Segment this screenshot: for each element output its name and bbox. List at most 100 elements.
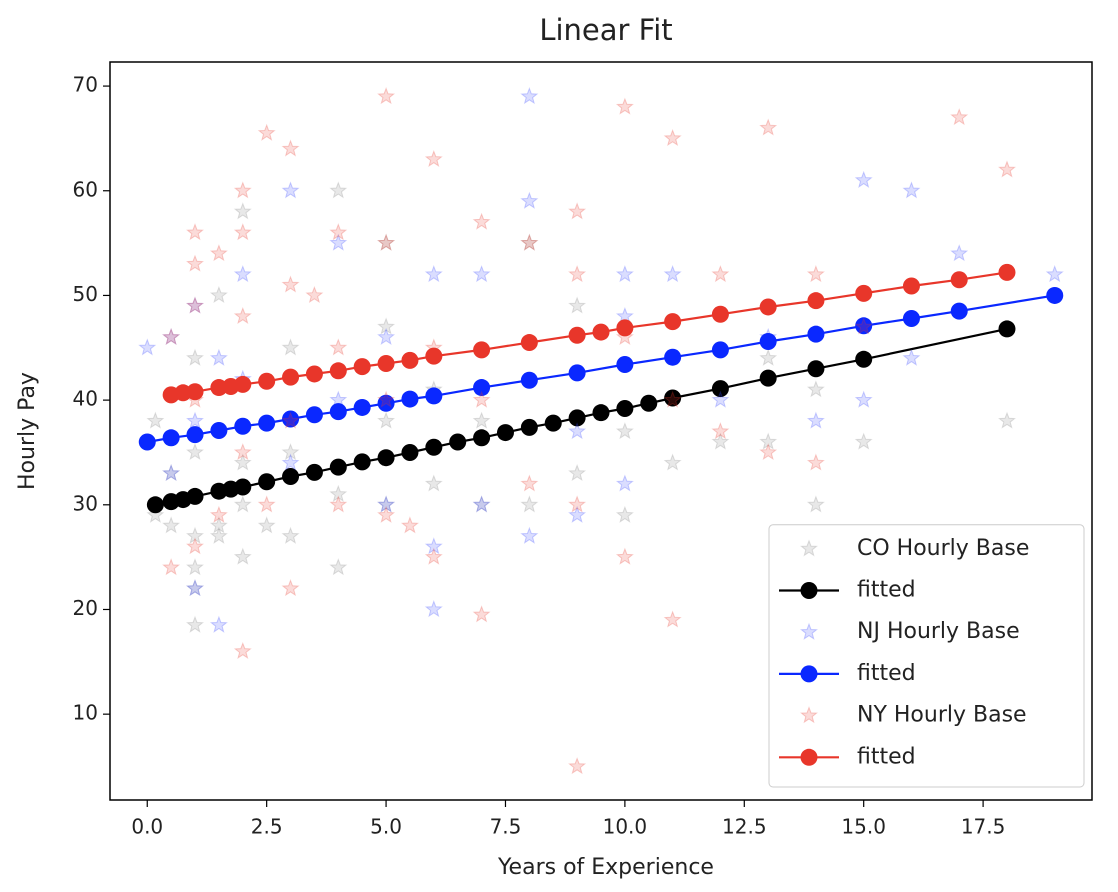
- x-tick-label: 17.5: [961, 815, 1006, 839]
- scatter-point: [186, 254, 204, 272]
- scatter-point: [377, 411, 396, 429]
- scatter-point: [377, 495, 396, 513]
- scatter-point: [209, 285, 228, 304]
- scatter-point: [711, 422, 730, 440]
- x-tick-label: 0.0: [131, 815, 163, 839]
- legend-label: fitted: [857, 744, 916, 769]
- legend-marker: [800, 706, 818, 724]
- scatter-point: [233, 265, 252, 283]
- scatter-point: [568, 296, 587, 314]
- fit-marker: [711, 341, 729, 359]
- scatter-point: [281, 443, 300, 461]
- scatter-point: [663, 453, 682, 471]
- scatter-point: [329, 338, 348, 356]
- fit-marker: [305, 406, 323, 424]
- fit-marker: [759, 369, 777, 387]
- scatter-point: [305, 285, 324, 304]
- legend-label: fitted: [857, 661, 916, 686]
- scatter-point: [146, 411, 165, 429]
- scatter-point: [759, 348, 778, 366]
- fit-marker: [146, 496, 164, 514]
- scatter-point: [186, 296, 204, 314]
- legend-marker: [800, 582, 818, 599]
- scatter-point: [472, 265, 491, 283]
- fit-marker: [807, 360, 825, 378]
- scatter-point: [186, 579, 204, 597]
- scatter-point: [615, 97, 634, 115]
- fit-marker: [138, 433, 156, 451]
- fit-marker: [234, 375, 252, 393]
- fit-marker: [186, 383, 204, 401]
- fit-marker: [855, 317, 873, 335]
- scatter-point: [568, 757, 587, 775]
- scatter-point: [329, 233, 348, 251]
- scatter-point: [281, 139, 300, 157]
- scatter-point: [520, 233, 539, 251]
- scatter-point: [377, 327, 396, 345]
- scatter-point: [854, 390, 873, 408]
- scatter-point: [472, 390, 491, 408]
- x-axis-label: Years of Experience: [497, 855, 714, 880]
- scatter-point: [329, 181, 348, 199]
- scatter-point: [520, 474, 539, 492]
- plot-area: [138, 87, 1064, 775]
- scatter-point: [209, 505, 228, 523]
- fit-marker: [998, 320, 1016, 338]
- fit-marker: [568, 409, 586, 427]
- scatter-point: [233, 453, 252, 471]
- scatter-point: [162, 327, 181, 345]
- fit-marker: [329, 458, 347, 476]
- scatter-point: [472, 605, 491, 623]
- x-tick-label: 5.0: [370, 815, 402, 839]
- fit-marker: [496, 424, 514, 442]
- scatter-point: [902, 181, 921, 199]
- scatter-point: [281, 411, 300, 429]
- scatter-point: [950, 244, 969, 262]
- x-tick-label: 2.5: [251, 815, 283, 839]
- scatter-point: [209, 526, 228, 544]
- scatter-point: [209, 516, 228, 534]
- fit-marker: [162, 429, 180, 447]
- legend-marker: [800, 748, 818, 766]
- scatter-point: [806, 380, 825, 398]
- y-tick-label: 30: [73, 491, 98, 515]
- fit-marker: [544, 414, 562, 432]
- scatter-point: [711, 265, 730, 283]
- y-tick-label: 40: [73, 387, 98, 411]
- scatter-point: [281, 526, 300, 544]
- fit-marker: [568, 364, 586, 382]
- scatter-point: [424, 474, 443, 492]
- fit-marker: [568, 326, 586, 344]
- scatter-point: [377, 390, 396, 408]
- scatter-point: [711, 390, 730, 408]
- scatter-point: [329, 223, 348, 241]
- y-tick-label: 20: [73, 596, 98, 620]
- fit-marker: [592, 323, 610, 341]
- scatter-point: [568, 495, 587, 513]
- fit-marker: [592, 404, 610, 422]
- scatter-point: [615, 265, 634, 283]
- fit-marker: [258, 414, 276, 432]
- fit-marker: [711, 380, 729, 398]
- fit-marker: [998, 263, 1016, 281]
- scatter-point: [1045, 265, 1064, 283]
- scatter-point: [209, 615, 228, 633]
- scatter-point: [806, 453, 825, 471]
- fit-marker: [425, 347, 443, 365]
- fit-marker: [902, 309, 920, 327]
- y-tick-label: 60: [73, 177, 98, 201]
- scatter-point: [854, 317, 873, 335]
- fit-marker: [377, 354, 395, 372]
- scatter-point: [854, 170, 873, 188]
- fit-marker: [759, 332, 777, 350]
- scatter-point: [186, 443, 204, 461]
- scatter-point: [854, 432, 873, 450]
- scatter-point: [520, 495, 539, 513]
- chart-title: Linear Fit: [539, 13, 672, 47]
- scatter-point: [568, 265, 587, 283]
- scatter-point: [998, 160, 1016, 178]
- legend-marker: [800, 539, 818, 557]
- fit-marker: [305, 463, 323, 481]
